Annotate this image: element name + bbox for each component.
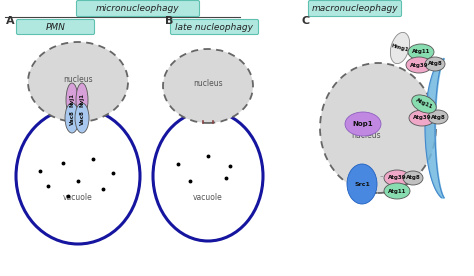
Text: A: A [6,16,15,26]
Text: B: B [165,16,173,26]
Ellipse shape [412,95,436,113]
Ellipse shape [65,103,79,133]
Text: Atg11: Atg11 [415,98,433,110]
Ellipse shape [409,110,435,126]
Text: Atg39: Atg39 [413,115,431,121]
Text: nucleus: nucleus [193,79,223,89]
Text: Nvj1: Nvj1 [70,93,74,107]
Ellipse shape [391,32,410,64]
Text: Atg8: Atg8 [428,62,442,67]
Ellipse shape [28,42,128,122]
Text: late nucleophagy: late nucleophagy [175,23,254,31]
Ellipse shape [384,170,410,186]
Text: macronucleophagy: macronucleophagy [312,4,398,13]
Ellipse shape [163,49,253,123]
Text: Vac8: Vac8 [80,111,84,125]
Text: C: C [302,16,310,26]
Ellipse shape [320,63,436,193]
Ellipse shape [347,164,377,204]
FancyBboxPatch shape [17,20,94,34]
Text: Vac8: Vac8 [70,111,74,125]
Text: vacuole: vacuole [193,193,223,203]
Ellipse shape [153,111,263,241]
Text: Src1: Src1 [354,182,370,187]
Text: Hmg1: Hmg1 [391,43,410,53]
Ellipse shape [76,83,88,117]
Text: Atg11: Atg11 [412,49,430,54]
Ellipse shape [425,57,445,71]
Text: Atg39: Atg39 [388,176,406,181]
Text: vacuole: vacuole [63,193,93,203]
Ellipse shape [16,108,140,244]
Ellipse shape [384,183,410,199]
Text: nucleus: nucleus [351,131,381,140]
Text: Atg39: Atg39 [410,62,428,68]
Ellipse shape [345,112,381,136]
Ellipse shape [66,83,78,117]
Ellipse shape [406,57,432,73]
Text: micronucleophagy: micronucleophagy [96,4,180,13]
Text: Atg8: Atg8 [430,115,446,120]
Text: Atg8: Atg8 [406,176,420,181]
FancyBboxPatch shape [171,20,258,34]
FancyBboxPatch shape [76,1,200,17]
Text: nucleus: nucleus [63,76,93,84]
Text: Nop1: Nop1 [353,121,374,127]
Text: Nvj1: Nvj1 [80,93,84,107]
Ellipse shape [428,110,448,124]
Text: PMN: PMN [46,23,65,31]
Ellipse shape [75,103,89,133]
Ellipse shape [403,171,423,185]
Text: Atg11: Atg11 [388,189,406,193]
Ellipse shape [408,44,434,60]
FancyBboxPatch shape [309,1,401,17]
